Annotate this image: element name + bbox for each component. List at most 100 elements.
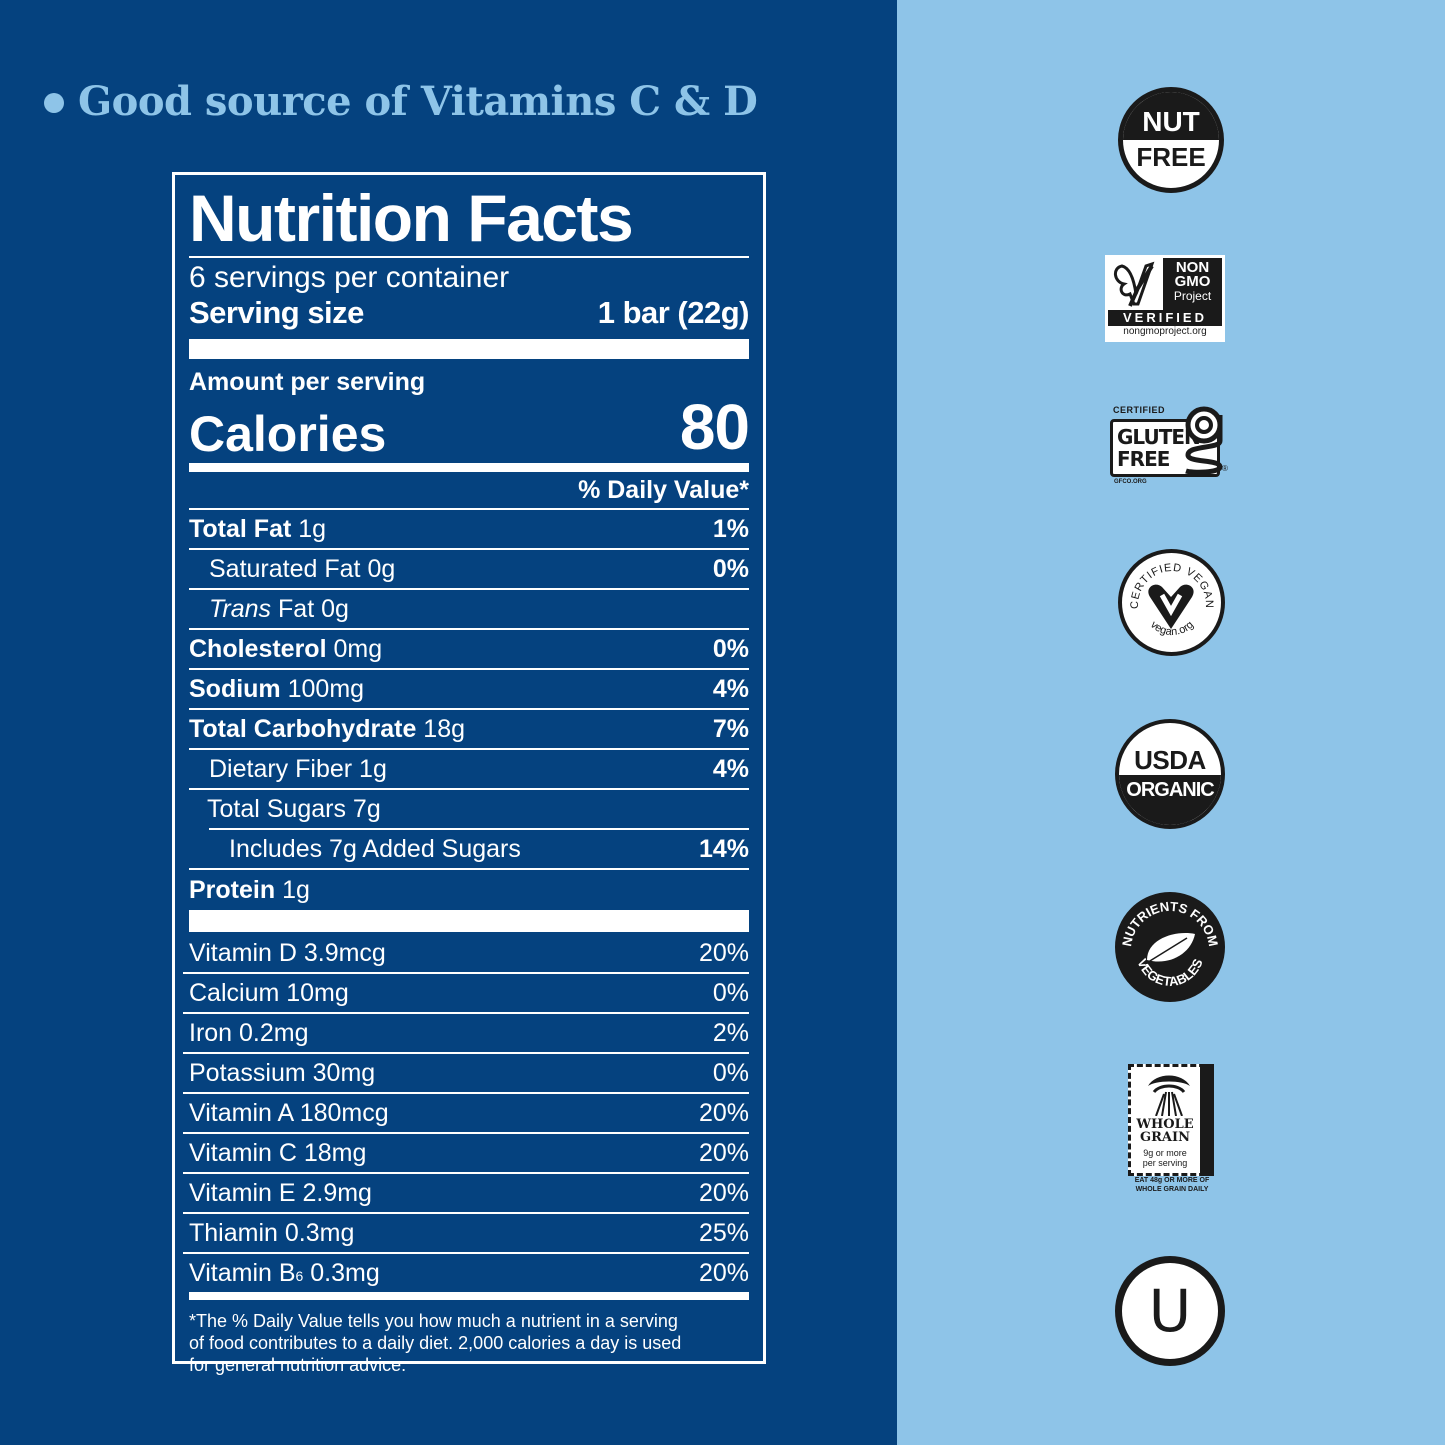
nut-free-bottom: FREE (1136, 142, 1206, 172)
stamp-side-bar (1200, 1064, 1214, 1176)
vitamin-name: Vitamin B (189, 1258, 296, 1287)
kosher-u-letter: U (1148, 1277, 1192, 1345)
nutrient-row-cholesterol: Cholesterol 0mg 0% (189, 628, 749, 668)
serving-size: Serving size 1 bar (22g) (189, 295, 750, 331)
nutrient-row-total-fat: Total Fat 1g 1% (189, 508, 749, 548)
thick-divider (189, 339, 749, 359)
left-panel (0, 0, 897, 1445)
vitamin-name: Potassium 30mg (189, 1058, 376, 1087)
gluten-line1: GLUTEN (1117, 425, 1201, 449)
whole-grain-title: WHOLE GRAIN (1132, 1118, 1198, 1144)
vitamin-row-d: Vitamin D 3.9mcg 20% (183, 934, 749, 972)
non-gmo-badge: NON GMO Project VERIFIED nongmoproject.o… (1105, 255, 1225, 342)
nutrients-from-vegetables-badge: NUTRIENTS FROM VEGETABLES (1115, 892, 1225, 1002)
nutrient-amount: 7g (352, 794, 381, 823)
nutrient-name: Total Carbohydrate (189, 714, 417, 743)
whole-grain-caption1: EAT 48g OR MORE OF (1134, 1177, 1210, 1184)
nutrient-dv: 7% (712, 714, 749, 743)
nutrition-facts-label: Nutrition Facts 6 servings per container… (172, 172, 766, 1375)
non-gmo-verified: VERIFIED (1108, 310, 1222, 326)
nutrient-row-saturated-fat: Saturated Fat 0g 0% (189, 548, 749, 588)
gluten-line2: FREE (1117, 447, 1170, 471)
whole-grain-caption2: WHOLE GRAIN DAILY (1135, 1186, 1209, 1193)
nutrient-name: Dietary Fiber (209, 754, 353, 783)
vitamin-name: Calcium 10mg (189, 978, 349, 1007)
serving-size-label: Serving size (189, 295, 364, 330)
nutrient-amount: 0g (321, 594, 349, 623)
nutrient-name: Includes 7g Added Sugars (229, 834, 521, 863)
amount-per-serving: Amount per serving (189, 368, 426, 396)
daily-value-header: % Daily Value* (578, 476, 749, 504)
stamp-border (1128, 1064, 1214, 1176)
whole-grain-line1: WHOLE (1136, 1117, 1194, 1132)
whole-grain-caption: EAT 48g OR MORE OF WHOLE GRAIN DAILY (1120, 1176, 1224, 1194)
usda-field-stripes (1119, 775, 1221, 825)
footnote: *The % Daily Value tells you how much a … (189, 1311, 682, 1375)
vitamin-subscript: 6 (295, 1267, 304, 1284)
nut-free-badge: NUT FREE (1118, 87, 1224, 193)
whole-grain-small1: 9g or more (1143, 1148, 1187, 1158)
calories-label: Calories (189, 406, 387, 462)
leaf-icon: NUTRIENTS FROM VEGETABLES (1119, 899, 1221, 989)
usda-organic-badge: USDA ORGANIC (1115, 719, 1225, 829)
nut-free-top: NUT (1123, 92, 1219, 140)
nutrient-name: Protein (189, 875, 276, 904)
nutrient-row-total-sugars: Total Sugars 7g (189, 788, 749, 828)
headline-text: Good source of Vitamins C & D (78, 78, 758, 125)
svg-text:vegan.org: vegan.org (1148, 619, 1196, 638)
nutrient-row-total-carbohydrate: Total Carbohydrate 18g 7% (189, 708, 749, 748)
vitamin-row-b6: Vitamin B6 0.3mg 20% (183, 1252, 749, 1292)
vitamin-name: Vitamin D 3.9mcg (189, 938, 386, 967)
whole-grain-amount: 9g or more per serving (1132, 1148, 1198, 1168)
usda-bottom-text: ORGANIC (1126, 779, 1214, 801)
vitamin-dv: 2% (712, 1018, 749, 1047)
svg-text:VEGETABLES: VEGETABLES (1134, 956, 1206, 989)
vitamin-name: Vitamin E 2.9mg (189, 1178, 372, 1207)
non-gmo-line3: Project (1173, 289, 1212, 303)
vitamin-row-iron: Iron 0.2mg 2% (183, 1012, 749, 1052)
whole-grain-line2: GRAIN (1140, 1130, 1190, 1145)
nutrient-dv: 4% (712, 674, 749, 703)
nutrient-amount: 0mg (333, 634, 383, 663)
servings-per-container: 6 servings per container (189, 261, 510, 294)
nutrient-amount: 1g (282, 875, 310, 904)
headline: Good source of Vitamins C & D (44, 78, 758, 125)
nutrient-name: Total Fat (189, 514, 292, 543)
vitamin-dv: 20% (698, 1178, 749, 1207)
vitamin-list: Vitamin D 3.9mcg 20% Calcium 10mg 0% Iro… (183, 934, 749, 1292)
svg-text:®: ® (1222, 464, 1228, 473)
vitamin-dv: 20% (698, 1138, 749, 1167)
nutrient-dv: 0% (712, 554, 749, 583)
gluten-certified: CERTIFIED (1113, 405, 1166, 415)
whole-grain-small2: per serving (1142, 1158, 1188, 1168)
vitamin-dv: 0% (712, 1058, 749, 1087)
vitamin-row-calcium: Calcium 10mg 0% (183, 972, 749, 1012)
vitamin-dv: 0% (712, 978, 749, 1007)
vitamin-row-potassium: Potassium 30mg 0% (183, 1052, 749, 1092)
certified-vegan-badge: CERTIFIED VEGAN vegan.org (1118, 549, 1225, 656)
nutrient-dv: 0% (712, 634, 749, 663)
vitamin-dv: 20% (698, 1098, 749, 1127)
kosher-badge: U (1115, 1256, 1225, 1366)
wheat-sheaf-icon (1148, 1075, 1190, 1116)
vitamin-name: Vitamin A 180mcg (189, 1098, 389, 1127)
butterfly-icon (1114, 261, 1155, 307)
footer-divider (189, 1292, 749, 1300)
vitamin-dv: 20% (698, 1258, 749, 1287)
vitamin-amount: 0.3mg (310, 1258, 380, 1287)
nutrient-dv: 1% (712, 514, 749, 543)
vegan-heart-icon: CERTIFIED VEGAN vegan.org (1129, 562, 1214, 638)
nutrient-row-sodium: Sodium 100mg 4% (189, 668, 749, 708)
gluten-org: GFCO.ORG (1114, 479, 1147, 485)
divider (189, 256, 749, 258)
vitamin-dv: 20% (698, 938, 749, 967)
nutrient-name: Saturated Fat (209, 554, 361, 583)
vitamin-dv: 25% (698, 1218, 749, 1247)
non-gmo-line1: NON (1175, 259, 1210, 276)
nutrient-amount: 18g (423, 714, 466, 743)
thick-divider (189, 910, 749, 932)
gfco-g-icon: ® (1185, 406, 1228, 475)
nutrient-row-added-sugars: Includes 7g Added Sugars 14% (209, 828, 749, 868)
vitamin-row-thiamin: Thiamin 0.3mg 25% (183, 1212, 749, 1252)
non-gmo-line2: GMO (1174, 273, 1211, 290)
